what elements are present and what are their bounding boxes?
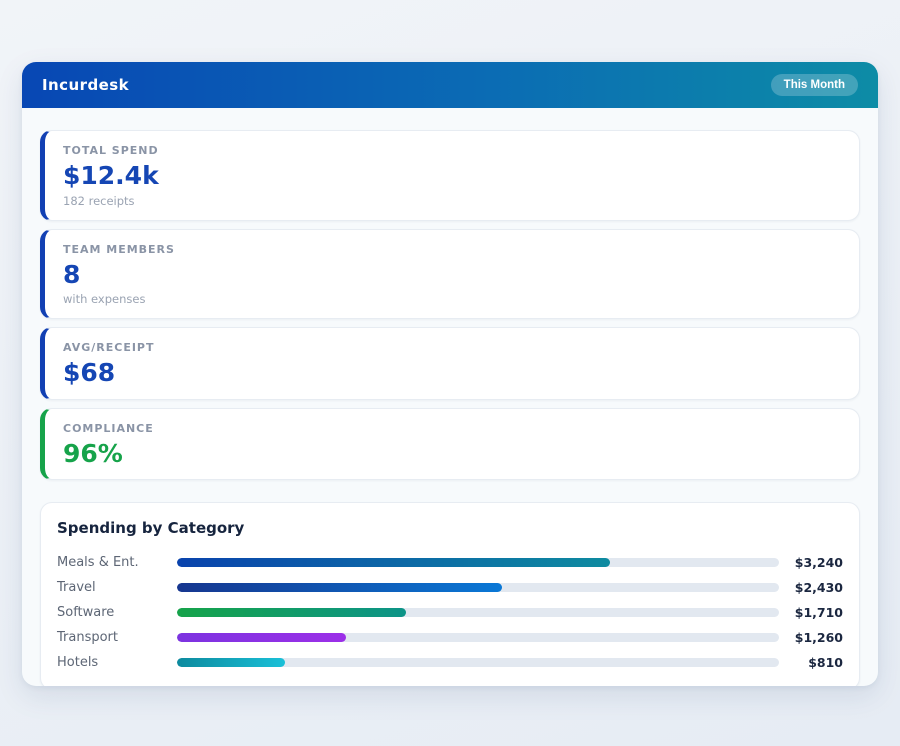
stat-card: TEAM MEMBERS 8 with expenses bbox=[40, 229, 860, 320]
app-header: Incurdesk This Month bbox=[22, 62, 878, 108]
stat-label: TEAM MEMBERS bbox=[63, 243, 841, 256]
stat-card: AVG/RECEIPT $68 bbox=[40, 327, 860, 400]
chart-row: Hotels $810 bbox=[57, 650, 843, 675]
stat-label: AVG/RECEIPT bbox=[63, 341, 841, 354]
chart-bar-track bbox=[177, 658, 779, 667]
chart-row: Transport $1,260 bbox=[57, 625, 843, 650]
chart-row: Travel $2,430 bbox=[57, 575, 843, 600]
chart-category-label: Software bbox=[57, 605, 177, 620]
stat-value: $12.4k bbox=[63, 162, 841, 190]
stat-label: TOTAL SPEND bbox=[63, 144, 841, 157]
chart-bar-track bbox=[177, 608, 779, 617]
chart-value-label: $2,430 bbox=[779, 580, 843, 595]
chart-bar-track bbox=[177, 583, 779, 592]
chart-row: Software $1,710 bbox=[57, 600, 843, 625]
period-badge[interactable]: This Month bbox=[771, 74, 858, 96]
chart-category-label: Meals & Ent. bbox=[57, 555, 177, 570]
stat-label: COMPLIANCE bbox=[63, 422, 841, 435]
chart-bar-track bbox=[177, 633, 779, 642]
app-title: Incurdesk bbox=[42, 76, 129, 94]
chart-value-label: $1,260 bbox=[779, 630, 843, 645]
chart-bar-track bbox=[177, 558, 779, 567]
chart-title: Spending by Category bbox=[57, 519, 843, 537]
chart-category-label: Travel bbox=[57, 580, 177, 595]
chart-row: Meals & Ent. $3,240 bbox=[57, 550, 843, 575]
stat-subtext: 182 receipts bbox=[63, 194, 841, 208]
chart-bar-fill bbox=[177, 558, 610, 567]
stat-value: $68 bbox=[63, 359, 841, 387]
chart-bar-fill bbox=[177, 633, 346, 642]
stat-value: 8 bbox=[63, 261, 841, 289]
chart-value-label: $3,240 bbox=[779, 555, 843, 570]
chart-category-label: Transport bbox=[57, 630, 177, 645]
chart-value-label: $1,710 bbox=[779, 605, 843, 620]
chart-bar-fill bbox=[177, 583, 502, 592]
dashboard-card: Incurdesk This Month TOTAL SPEND $12.4k 18… bbox=[22, 62, 878, 686]
spending-chart-card: Spending by Category Meals & Ent. $3,240 T… bbox=[40, 502, 860, 686]
stat-value: 96% bbox=[63, 440, 841, 468]
dashboard-body: TOTAL SPEND $12.4k 182 receipts TEAM MEMBER… bbox=[22, 108, 878, 686]
chart-bar-fill bbox=[177, 658, 285, 667]
chart-rows: Meals & Ent. $3,240 Travel $2,430 Software $1… bbox=[57, 550, 843, 675]
stat-card: TOTAL SPEND $12.4k 182 receipts bbox=[40, 130, 860, 221]
chart-value-label: $810 bbox=[779, 655, 843, 670]
stat-card: COMPLIANCE 96% bbox=[40, 408, 860, 481]
chart-bar-fill bbox=[177, 608, 406, 617]
stats-list: TOTAL SPEND $12.4k 182 receipts TEAM MEMBER… bbox=[40, 130, 860, 480]
chart-category-label: Hotels bbox=[57, 655, 177, 670]
stat-subtext: with expenses bbox=[63, 292, 841, 306]
